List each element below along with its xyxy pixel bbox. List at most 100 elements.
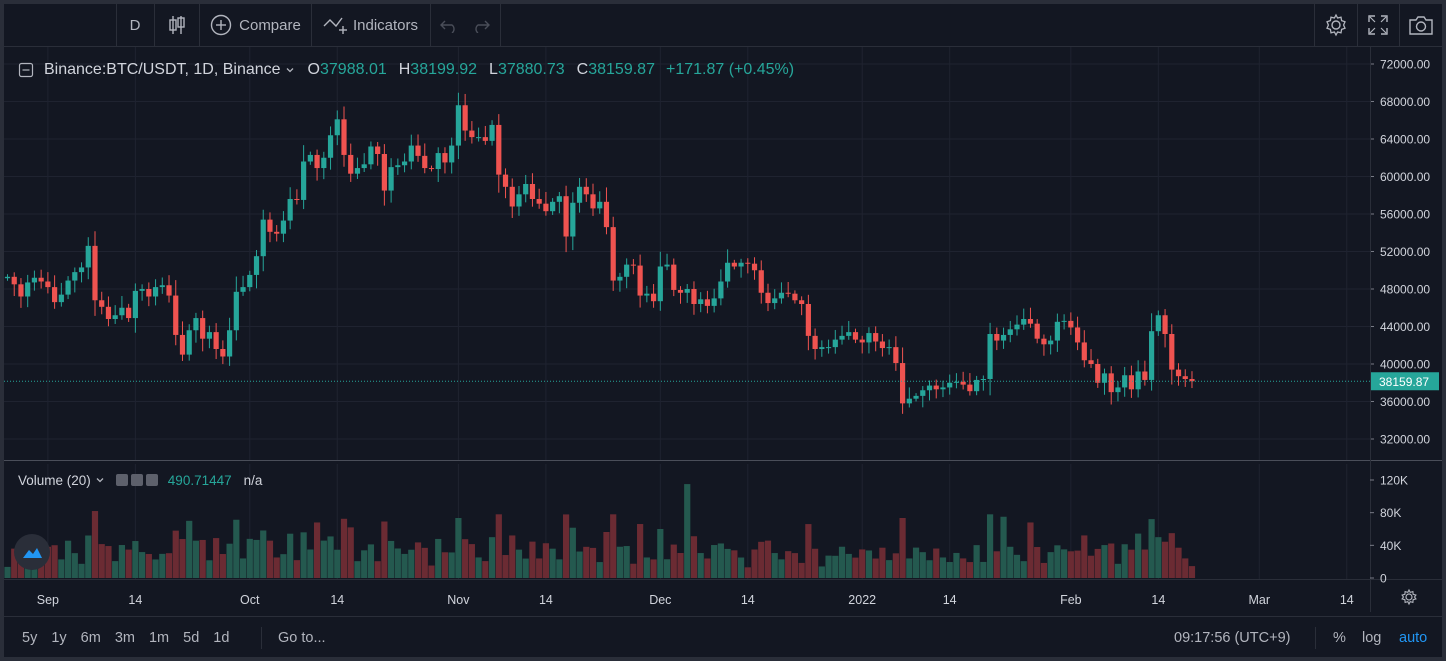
volume-bar (569, 527, 576, 578)
volume-bar (610, 514, 617, 578)
indicators-button[interactable]: Indicators (311, 4, 431, 46)
interval-button[interactable]: D (116, 4, 155, 46)
volume-bar (165, 553, 173, 578)
volume-bar (145, 554, 152, 578)
volume-bar (78, 563, 85, 578)
volume-bar (334, 549, 341, 578)
clock-label: 09:17:56 (UTC+9) (1174, 629, 1291, 646)
range-1m[interactable]: 1m (148, 629, 170, 646)
undo-icon[interactable] (440, 17, 458, 33)
log-label: log (1362, 629, 1382, 646)
price-tick-label: 60000.00 (1380, 170, 1430, 184)
gear-icon[interactable] (130, 474, 143, 486)
candles-icon (168, 16, 185, 34)
volume-bar (711, 545, 718, 578)
candle-body (785, 292, 791, 294)
volume-bar (939, 557, 947, 578)
volume-bar (731, 550, 738, 578)
candle-body (435, 153, 441, 169)
candle-body (684, 289, 690, 293)
collapse-legend-icon[interactable] (18, 62, 34, 78)
candle-body (839, 335, 845, 340)
range-5d[interactable]: 5d (183, 629, 200, 646)
symbol-search-area[interactable] (4, 4, 117, 46)
top-toolbar: D Compare Indicators (4, 4, 1442, 47)
range-6m[interactable]: 6m (80, 629, 101, 646)
candle-body (529, 184, 536, 199)
candle-body (1054, 321, 1060, 341)
close-icon[interactable] (145, 474, 158, 486)
candle-body (859, 339, 865, 343)
volume-bar (744, 567, 751, 578)
candle-body (576, 186, 583, 203)
volume-bar (556, 559, 563, 578)
candle-body (772, 298, 778, 304)
candle-body (805, 304, 811, 336)
chevron-down-icon[interactable] (284, 64, 296, 76)
volume-bar (637, 524, 644, 578)
candle-body (899, 363, 906, 404)
candle-body (819, 347, 825, 349)
candles (4, 92, 1195, 414)
axis-settings-gear-icon[interactable] (1401, 588, 1417, 606)
candle-body (1000, 334, 1007, 341)
volume-bar (435, 538, 442, 578)
candle-body (348, 154, 354, 174)
volume-bar (172, 530, 179, 578)
volume-bar (71, 553, 78, 578)
symbol-title[interactable]: Binance:BTC/USDT, 1D, Binance (44, 61, 281, 78)
candle-body (381, 154, 387, 191)
fullscreen-button[interactable] (1356, 4, 1400, 46)
volume-bar (724, 548, 731, 578)
volume-bar (596, 562, 603, 578)
volume-tick-label: 120K (1380, 474, 1408, 488)
logo[interactable] (14, 534, 50, 570)
range-5y[interactable]: 5y (22, 629, 38, 646)
visibility-icon[interactable] (115, 474, 128, 486)
compare-button[interactable]: Compare (199, 4, 312, 46)
auto-toggle[interactable]: auto (1399, 617, 1427, 658)
time-tick-label: Dec (649, 593, 671, 607)
volume-ma-value: n/a (243, 472, 263, 488)
volume-title[interactable]: Volume (20) (18, 472, 91, 488)
candle-body (947, 382, 953, 388)
volume-bar (118, 545, 126, 578)
candle-body (247, 274, 253, 288)
volume-bar (509, 535, 516, 578)
candle-body (940, 387, 946, 390)
volume-bar (11, 548, 18, 578)
candle-body (523, 184, 529, 195)
percent-toggle[interactable]: % (1333, 617, 1346, 658)
goto-button[interactable]: Go to... (278, 617, 326, 658)
price-tick-label: 52000.00 (1380, 245, 1430, 259)
open-key: O (307, 61, 320, 78)
range-3m[interactable]: 3m (114, 629, 135, 646)
screenshot-button[interactable] (1399, 4, 1442, 46)
volume-bar (980, 561, 987, 578)
candle-body (1169, 334, 1175, 370)
volume-bar (1020, 561, 1027, 578)
chevron-down-icon[interactable] (94, 474, 106, 486)
volume-tick-label: 40K (1380, 539, 1401, 553)
range-1y[interactable]: 1y (51, 629, 67, 646)
volume-bar (475, 557, 482, 578)
range-1d[interactable]: 1d (213, 629, 230, 646)
candle-body (105, 306, 112, 319)
candle-body (455, 105, 462, 146)
volume-bar (838, 546, 846, 578)
chart-style-button[interactable] (154, 4, 200, 46)
candle-body (1095, 364, 1101, 383)
candle-body (886, 347, 892, 349)
chart-canvas[interactable]: 38159.87 72000.00 68000.00 64000.00 60000.0… (4, 47, 1442, 616)
camera-icon (1408, 16, 1433, 35)
log-toggle[interactable]: log (1362, 617, 1381, 658)
candle-body (354, 168, 361, 174)
redo-icon[interactable] (472, 17, 490, 33)
volume-bar (186, 520, 193, 578)
high-key: H (398, 61, 411, 78)
candle-body (375, 146, 381, 154)
undo-redo-group (430, 4, 501, 46)
volume-bar (495, 514, 502, 578)
settings-button[interactable] (1314, 4, 1358, 46)
clock[interactable]: 09:17:56 (UTC+9) (1174, 617, 1290, 658)
